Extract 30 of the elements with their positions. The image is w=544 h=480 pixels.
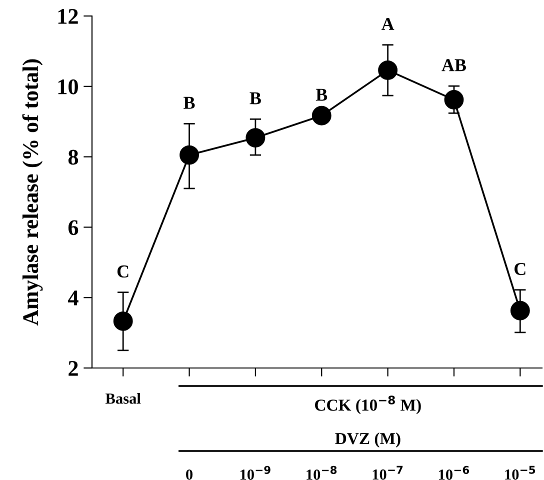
- text: CCK (10$^{−8}$ M): [315, 396, 421, 414]
- y-axis-title: Amylase release (% of total): [22, 59, 43, 326]
- point: [312, 106, 332, 126]
- annotation: A: [381, 18, 394, 30]
- x-tick-label: 10$^{−7}$: [372, 466, 403, 480]
- x-tick-label: 0: [186, 469, 193, 480]
- annotation: B: [184, 96, 195, 109]
- point: [180, 145, 199, 165]
- point: [113, 311, 133, 331]
- y-tick-label: 10: [58, 79, 78, 94]
- x-tick-label: 10$^{−6}$: [439, 466, 470, 480]
- y-tick-label: 2: [68, 360, 78, 376]
- text: DVZ (M): [335, 432, 400, 448]
- x-tick-label: 10$^{−8}$: [306, 466, 337, 480]
- annotation: B: [316, 88, 328, 101]
- x-tick-label: 10$^{−5}$: [505, 466, 536, 480]
- x-tick-label: 10$^{−9}$: [240, 466, 270, 480]
- annotation: C: [514, 262, 526, 276]
- point: [444, 90, 464, 110]
- y-tick-label: 12: [58, 8, 78, 24]
- annotation: AB: [442, 59, 466, 72]
- y-tick-label: 8: [68, 150, 78, 165]
- y-tick-label: 6: [68, 220, 78, 236]
- point: [378, 60, 398, 80]
- y-tick-label: 4: [68, 290, 78, 306]
- point: [246, 128, 266, 148]
- point: [510, 300, 530, 320]
- annotation: B: [250, 92, 261, 104]
- x-tick-label: Basal: [106, 393, 141, 404]
- annotation: C: [117, 265, 128, 278]
